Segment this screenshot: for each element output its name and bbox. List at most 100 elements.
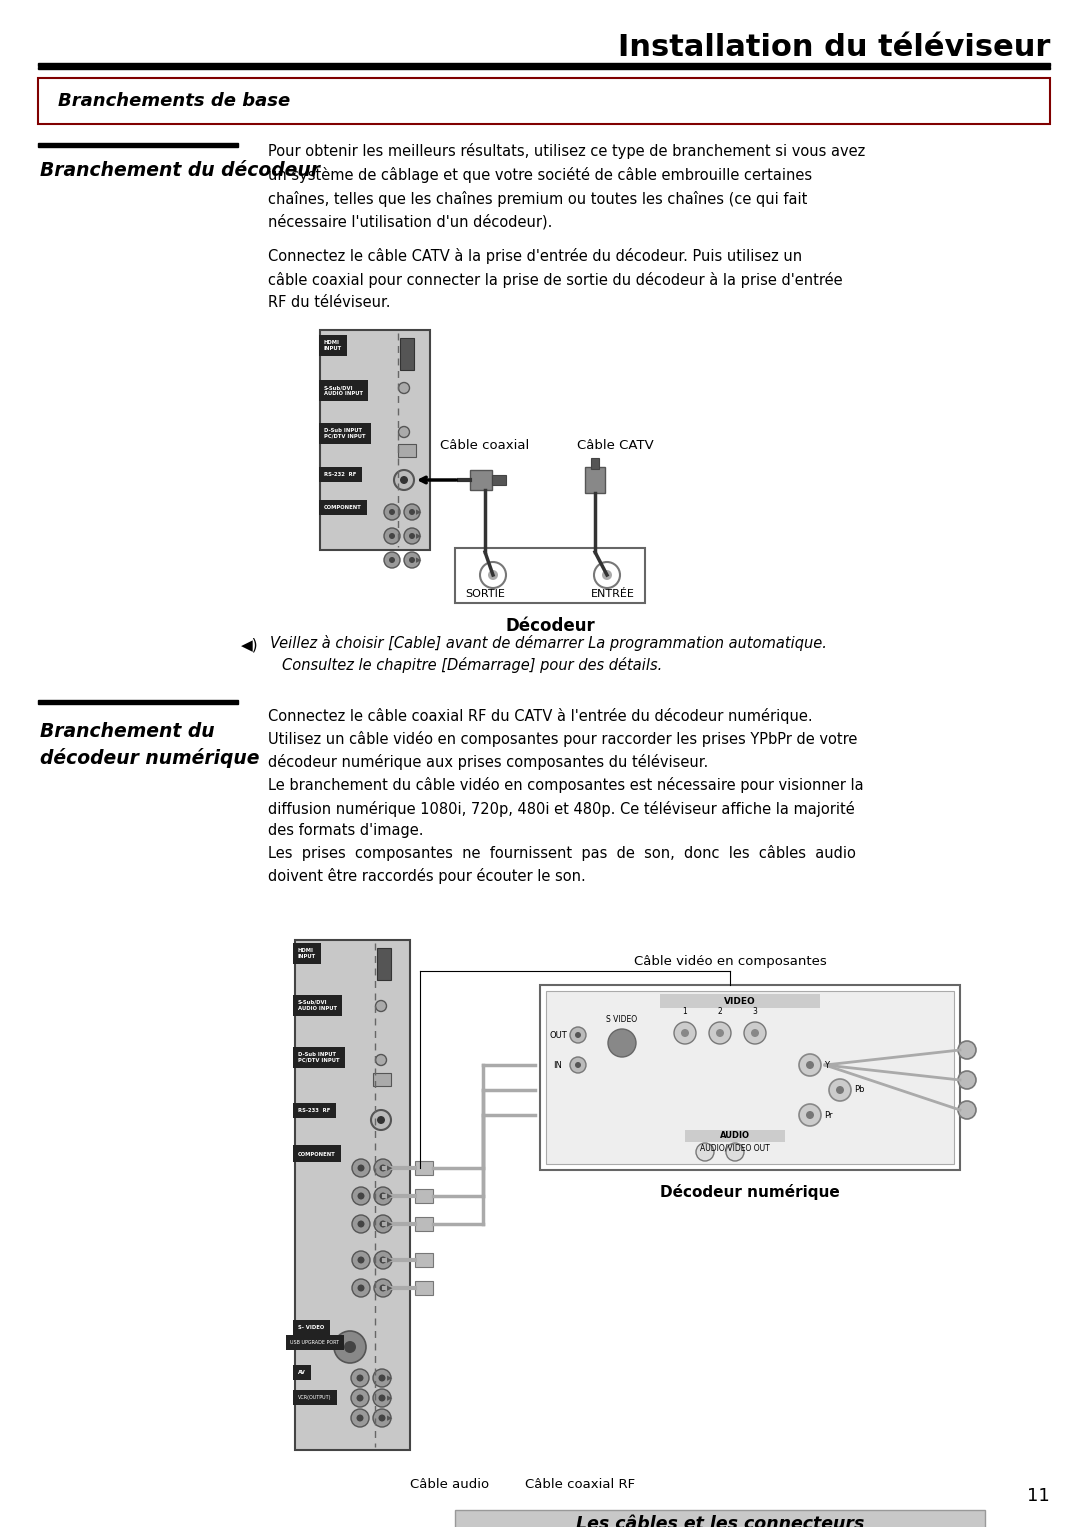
Text: Pour obtenir les meilleurs résultats, utilisez ce type de branchement si vous av: Pour obtenir les meilleurs résultats, ut… [268,144,865,229]
Text: D-Sub INPUT
PC/DTV INPUT: D-Sub INPUT PC/DTV INPUT [324,428,365,438]
Text: OUT: OUT [549,1031,567,1040]
Text: AUDIO: AUDIO [720,1132,750,1141]
Bar [591,458,599,469]
Circle shape [575,1061,581,1067]
Circle shape [334,1332,366,1364]
Circle shape [958,1070,976,1089]
Circle shape [806,1061,814,1069]
Circle shape [372,1110,391,1130]
Bar [399,444,416,457]
Text: S-Sub/DVI
AUDIO INPUT: S-Sub/DVI AUDIO INPUT [298,1000,337,1011]
Text: ▶: ▶ [387,1396,392,1400]
Circle shape [958,1101,976,1119]
Circle shape [399,426,409,438]
Bar [685,1130,785,1142]
Circle shape [384,551,400,568]
Text: ENTRÉE: ENTRÉE [591,589,635,599]
Text: Pr: Pr [824,1110,833,1119]
Text: Branchement du: Branchement du [40,722,215,741]
Circle shape [696,1144,714,1161]
Text: ◀): ◀) [241,637,259,652]
Circle shape [373,1390,391,1406]
Bar [455,548,645,603]
Text: 3: 3 [753,1008,757,1017]
Text: VCR(OUTPUT): VCR(OUTPUT) [298,1396,332,1400]
Circle shape [373,1409,391,1428]
Circle shape [799,1054,821,1077]
Circle shape [570,1028,586,1043]
Circle shape [958,1041,976,1060]
Text: ▶: ▶ [387,1286,392,1290]
Circle shape [374,1215,392,1232]
Bar [373,1073,391,1086]
Circle shape [394,470,414,490]
Bar [455,1510,985,1527]
Circle shape [488,570,498,580]
Bar [38,144,238,147]
Text: Consultez le chapitre [Démarrage] pour des détails.: Consultez le chapitre [Démarrage] pour d… [282,657,662,673]
Circle shape [751,1029,759,1037]
Circle shape [389,508,395,515]
Circle shape [376,1000,387,1011]
Bar [38,699,238,704]
Text: 11: 11 [1027,1487,1050,1506]
Circle shape [409,533,415,539]
Text: Décodeur numérique: Décodeur numérique [660,1183,840,1200]
Bar [415,1281,433,1295]
Circle shape [357,1165,365,1171]
Text: ▶: ▶ [387,1222,392,1228]
Circle shape [351,1409,369,1428]
Bar [38,78,1050,124]
Circle shape [744,1022,766,1044]
Circle shape [716,1029,724,1037]
Circle shape [404,551,420,568]
Circle shape [374,1280,392,1296]
Bar [415,1217,433,1231]
Circle shape [829,1080,851,1101]
Text: Câble vidéo en composantes: Câble vidéo en composantes [634,956,826,968]
Text: Veillez à choisir [Cable] avant de démarrer La programmation automatique.: Veillez à choisir [Cable] avant de démar… [270,635,827,651]
Circle shape [708,1022,731,1044]
Circle shape [352,1159,370,1177]
Text: décodeur numérique: décodeur numérique [40,748,259,768]
Bar [546,991,954,1164]
Text: Les câbles et les connecteurs
sont  souvent  chromocodés.
Raccordez  le  rouge  : Les câbles et les connecteurs sont souve… [570,1515,869,1527]
Circle shape [352,1251,370,1269]
Bar [660,994,820,1008]
Text: S-Sub/DVI
AUDIO INPUT: S-Sub/DVI AUDIO INPUT [324,385,363,395]
Text: SORTIE: SORTIE [465,589,504,599]
Bar [38,63,1050,66]
Circle shape [378,1374,386,1382]
Text: Câble CATV: Câble CATV [577,438,653,452]
Circle shape [399,382,409,394]
Text: RS-233  RF: RS-233 RF [298,1109,330,1113]
Circle shape [378,1414,386,1422]
Circle shape [674,1022,696,1044]
Text: Décodeur: Décodeur [505,617,595,635]
Circle shape [602,570,612,580]
Bar [470,470,492,490]
Text: Pb: Pb [854,1086,864,1095]
Circle shape [404,528,420,544]
Text: ▶: ▶ [387,1374,392,1380]
Text: ▶: ▶ [416,557,421,563]
Circle shape [409,508,415,515]
Text: D-Sub INPUT
PC/DTV INPUT: D-Sub INPUT PC/DTV INPUT [298,1052,339,1063]
Text: 1: 1 [683,1008,687,1017]
Circle shape [379,1257,387,1263]
Circle shape [357,1284,365,1292]
Bar [415,1161,433,1174]
Circle shape [374,1186,392,1205]
Circle shape [681,1029,689,1037]
Circle shape [594,562,620,588]
Circle shape [799,1104,821,1125]
Text: Y: Y [824,1060,829,1069]
Circle shape [480,562,507,588]
Circle shape [384,504,400,521]
Circle shape [836,1086,843,1093]
Circle shape [379,1220,387,1228]
Bar [377,948,391,980]
Text: 2: 2 [717,1008,723,1017]
Text: USB UPGRADE PORT: USB UPGRADE PORT [291,1341,339,1345]
Circle shape [357,1193,365,1200]
